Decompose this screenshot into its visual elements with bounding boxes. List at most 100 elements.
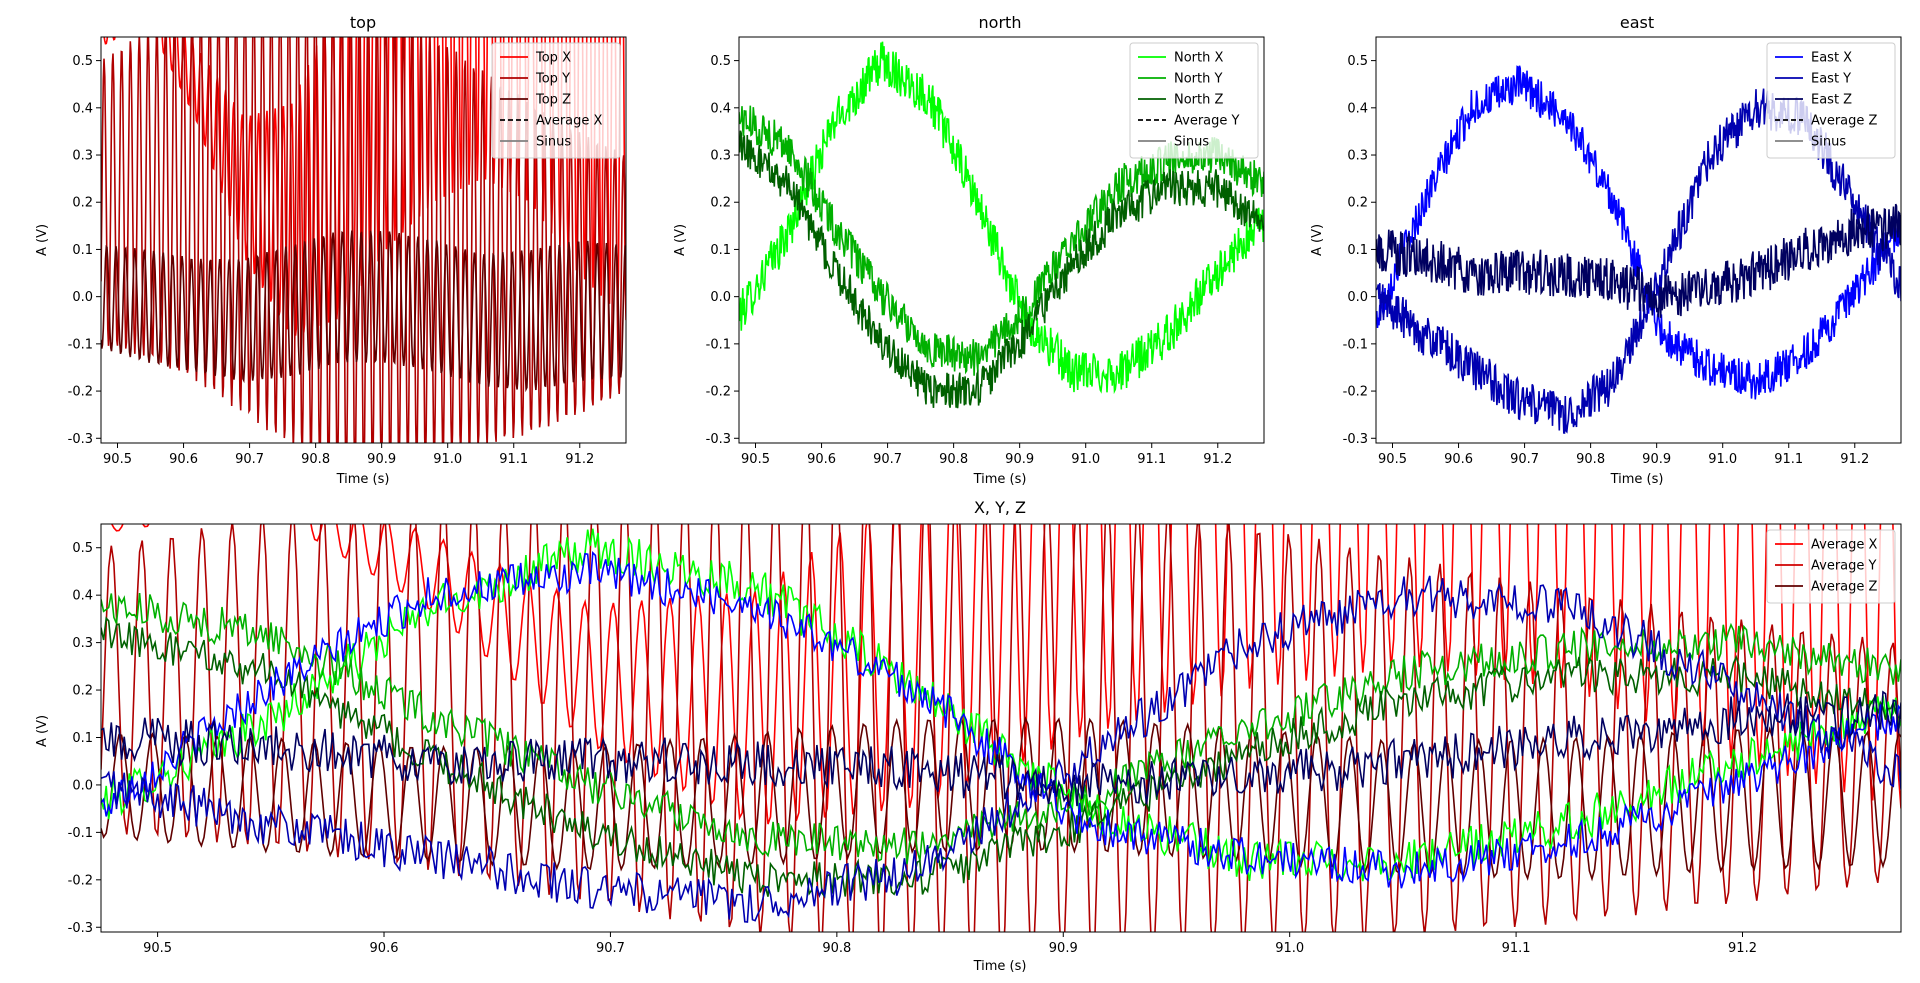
legend-label: East X — [1811, 51, 1852, 66]
y-tick-label: 0.5 — [72, 541, 93, 556]
chart-title-xyz: X, Y, Z — [974, 498, 1026, 517]
legend-label: Top Z — [535, 93, 571, 108]
x-tick-label: 91.0 — [1708, 452, 1737, 467]
x-tick-label: 91.2 — [1840, 452, 1869, 467]
series-line-north-x — [739, 41, 1264, 395]
x-axis-label-east: Time (s) — [1610, 472, 1664, 487]
legend-box — [1129, 42, 1259, 159]
plot-area-east: 90.5 90.6 90.7 90.8 90.9 91.0 91.1 91.2 -0.3 -0.2… — [1343, 36, 1902, 467]
legend-box — [1766, 42, 1896, 159]
x-tick-label: 90.9 — [1642, 452, 1671, 467]
y-tick-label: 0.2 — [72, 684, 93, 699]
x-tick-label: 90.6 — [370, 941, 399, 956]
x-tick-label: 90.8 — [301, 452, 330, 467]
y-tick-label: 0.2 — [72, 196, 93, 211]
subplot-north: north 90.5 90.6 90.7 90.8 90.9 91.0 91.1 91.2 -0… — [673, 13, 1265, 487]
x-tick-label: 90.8 — [1576, 452, 1605, 467]
x-tick-label: 90.7 — [596, 941, 625, 956]
y-tick-label: -0.1 — [706, 337, 731, 352]
x-tick-label: 90.5 — [143, 941, 172, 956]
series-line-north-0 — [101, 528, 1901, 882]
axes-frame — [100, 36, 627, 444]
x-tick-label: 91.2 — [565, 452, 594, 467]
y-tick-label: 0.0 — [710, 290, 731, 305]
series-group — [101, 37, 626, 443]
series-line-top-0 — [110, 524, 1901, 825]
series-line-top-x — [103, 37, 626, 336]
chart-title-top: top — [350, 13, 376, 32]
plot-area-north: 90.5 90.6 90.7 90.8 90.9 91.0 91.1 91.2 -0.3 -0.2… — [706, 36, 1265, 467]
y-tick-label: 0.4 — [710, 101, 731, 116]
y-tick-label: 0.4 — [1347, 101, 1368, 116]
y-tick-label: -0.3 — [68, 921, 93, 936]
y-tick-label: 0.3 — [72, 636, 93, 651]
legend-label: Average X — [536, 114, 603, 129]
legend-top: Top X Top Y Top Z Average X Sinus — [491, 42, 621, 159]
y-tick-label: 0.1 — [1347, 243, 1368, 258]
legend-label: Average Z — [1811, 580, 1878, 595]
x-tick-label: 91.0 — [1071, 452, 1100, 467]
series-group — [101, 524, 1901, 932]
legend-label: East Z — [1811, 93, 1852, 108]
y-tick-label: 0.0 — [1347, 290, 1368, 305]
y-axis-label-east: A (V) — [1310, 224, 1325, 256]
series-line-east-x — [1376, 65, 1901, 400]
y-axis-label-top: A (V) — [35, 224, 50, 256]
y-tick-label: 0.4 — [72, 589, 93, 604]
y-tick-label: 0.2 — [1347, 196, 1368, 211]
y-axis-label-xyz: A (V) — [35, 715, 50, 747]
y-axis-label-north: A (V) — [673, 224, 688, 256]
x-tick-label: 90.5 — [1378, 452, 1407, 467]
chart-title-north: north — [979, 13, 1022, 32]
x-tick-label: 90.9 — [1049, 941, 1078, 956]
y-tick-label: 0.1 — [72, 731, 93, 746]
y-tick-label: 0.5 — [1347, 54, 1368, 69]
y-tick-label: 0.5 — [710, 54, 731, 69]
axes-frame — [100, 523, 1902, 933]
x-tick-label: 91.1 — [1137, 452, 1166, 467]
legend-label: Average X — [1811, 538, 1878, 553]
series-line-east-1 — [101, 575, 1901, 923]
plot-area-top: 90.5 90.6 90.7 90.8 90.9 91.0 91.1 91.2 -0.3 -0.2… — [68, 36, 627, 467]
x-tick-label: 90.7 — [1510, 452, 1539, 467]
x-axis-label-north: Time (s) — [973, 472, 1027, 487]
plot-area-xyz: 90.5 90.6 90.7 90.8 90.9 91.0 91.1 91.2 -0.3 -0.2… — [68, 523, 1902, 956]
x-tick-label: 90.9 — [367, 452, 396, 467]
legend-label: East Y — [1811, 72, 1851, 87]
x-axis-label-xyz: Time (s) — [973, 959, 1027, 974]
x-tick-label: 90.6 — [1444, 452, 1473, 467]
axes-frame — [1375, 36, 1902, 444]
subplot-top: top 90.5 90.6 90.7 90.8 90.9 91.0 91.1 91.2 -0.3… — [35, 13, 627, 487]
x-tick-label: 91.2 — [1203, 452, 1232, 467]
series-line-top-2 — [101, 715, 1901, 882]
legend-label: Sinus — [1174, 135, 1209, 150]
series-line-north-z — [739, 130, 1264, 409]
x-tick-label: 91.2 — [1728, 941, 1757, 956]
subplot-xyz: X, Y, Z 90.5 90.6 90.7 90.8 90.9 91.0 91.1 91.2… — [35, 498, 1902, 974]
series-line-east-2 — [101, 690, 1901, 807]
legend-east: East X East Y East Z Average Z Sinus — [1766, 42, 1896, 159]
x-tick-label: 90.6 — [807, 452, 836, 467]
y-tick-label: 0.3 — [72, 149, 93, 164]
y-tick-label: 0.4 — [72, 101, 93, 116]
legend-xyz: Average X Average Y Average Z — [1766, 529, 1896, 604]
y-tick-label: 0.0 — [72, 778, 93, 793]
series-line-top-z — [101, 230, 626, 393]
y-tick-label: 0.3 — [710, 149, 731, 164]
x-tick-label: 90.9 — [1005, 452, 1034, 467]
y-tick-label: 0.1 — [72, 243, 93, 258]
series-line-east-0 — [101, 551, 1901, 889]
x-tick-label: 91.1 — [1502, 941, 1531, 956]
legend-label: North X — [1174, 51, 1223, 66]
series-line-north-2 — [101, 616, 1901, 899]
x-tick-label: 90.7 — [873, 452, 902, 467]
y-tick-label: -0.3 — [706, 432, 731, 447]
x-tick-label: 90.8 — [822, 941, 851, 956]
legend-label: Average Y — [1174, 114, 1240, 129]
legend-label: Average Y — [1811, 559, 1877, 574]
x-tick-label: 90.8 — [939, 452, 968, 467]
y-tick-label: -0.2 — [68, 385, 93, 400]
y-tick-label: -0.3 — [68, 432, 93, 447]
y-tick-label: 0.0 — [72, 290, 93, 305]
